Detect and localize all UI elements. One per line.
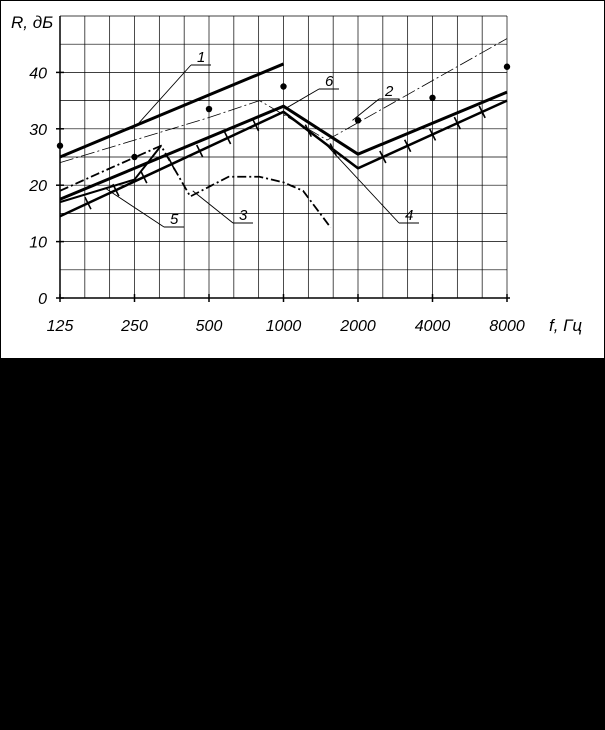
grid — [60, 15, 508, 298]
callout-leader-4 — [326, 145, 400, 224]
blank-area — [0, 388, 605, 730]
x-tick-label: 4000 — [415, 318, 451, 335]
data-point — [56, 142, 64, 149]
y-tick-label: 20 — [28, 178, 47, 195]
chart: R, дБ f, Гц 125 250 500 1000 2000 4000 8000010… — [11, 13, 582, 335]
series-tick-4 — [140, 170, 148, 184]
series-tick-4 — [168, 157, 176, 171]
series-tick-4 — [223, 131, 232, 145]
x-tick-label: 8000 — [489, 318, 525, 335]
series-line-3 — [59, 144, 332, 229]
x-tick-label: 1000 — [266, 318, 302, 335]
callout-label-4: 4 — [405, 207, 413, 224]
data-point — [205, 105, 213, 113]
series-tick-4 — [428, 128, 437, 141]
data-point — [354, 117, 362, 124]
x-tick-label: 500 — [196, 318, 223, 335]
data-points — [56, 63, 511, 161]
data-point — [503, 63, 511, 70]
y-axis-label: R, дБ — [11, 13, 53, 32]
x-tick-label: 2000 — [339, 318, 376, 335]
callout-label-1: 1 — [197, 49, 205, 66]
series-tick-4 — [453, 116, 462, 130]
series-tick-4 — [304, 124, 313, 138]
series-tick-4 — [379, 150, 387, 164]
callout-leader-5 — [104, 187, 165, 228]
callout-label-2: 2 — [384, 83, 394, 100]
callouts: 1 2 3 4 5 6 — [104, 49, 419, 228]
data-point — [429, 94, 436, 101]
series-tick-4 — [195, 144, 204, 158]
x-axis-label: f, Гц — [549, 316, 582, 335]
chart-panel: R, дБ f, Гц 125 250 500 1000 2000 4000 8000 0 10… — [0, 0, 605, 359]
data-point — [280, 83, 287, 90]
callout-label-5: 5 — [170, 211, 179, 228]
series-tick-4 — [478, 105, 486, 119]
series-tick-4 — [403, 139, 412, 153]
data-point — [131, 153, 138, 161]
callout-leader-2 — [352, 98, 380, 121]
y-tick-label: 30 — [29, 122, 47, 139]
callout-leader-3 — [192, 190, 234, 224]
series-tick-4 — [329, 143, 337, 156]
y-tick-label: 40 — [29, 65, 47, 82]
series-tick-4 — [84, 196, 92, 210]
x-tick-label: 250 — [120, 318, 148, 335]
callout-label-6: 6 — [325, 73, 334, 90]
series-tick-4 — [251, 118, 260, 132]
series-line-6 — [59, 90, 508, 201]
callout-leader-6 — [284, 88, 320, 110]
y-tick-label: 0 — [38, 291, 47, 308]
callout-leader-1 — [138, 64, 192, 124]
series-line-1 — [59, 62, 285, 159]
y-tick-label: 10 — [29, 235, 47, 252]
x-tick-label: 125 — [47, 318, 74, 335]
callout-label-3: 3 — [239, 207, 248, 224]
ticks: 125 250 500 1000 2000 4000 8000 0 10 20 30 40 — [28, 65, 525, 335]
series-line-5 — [59, 145, 162, 204]
